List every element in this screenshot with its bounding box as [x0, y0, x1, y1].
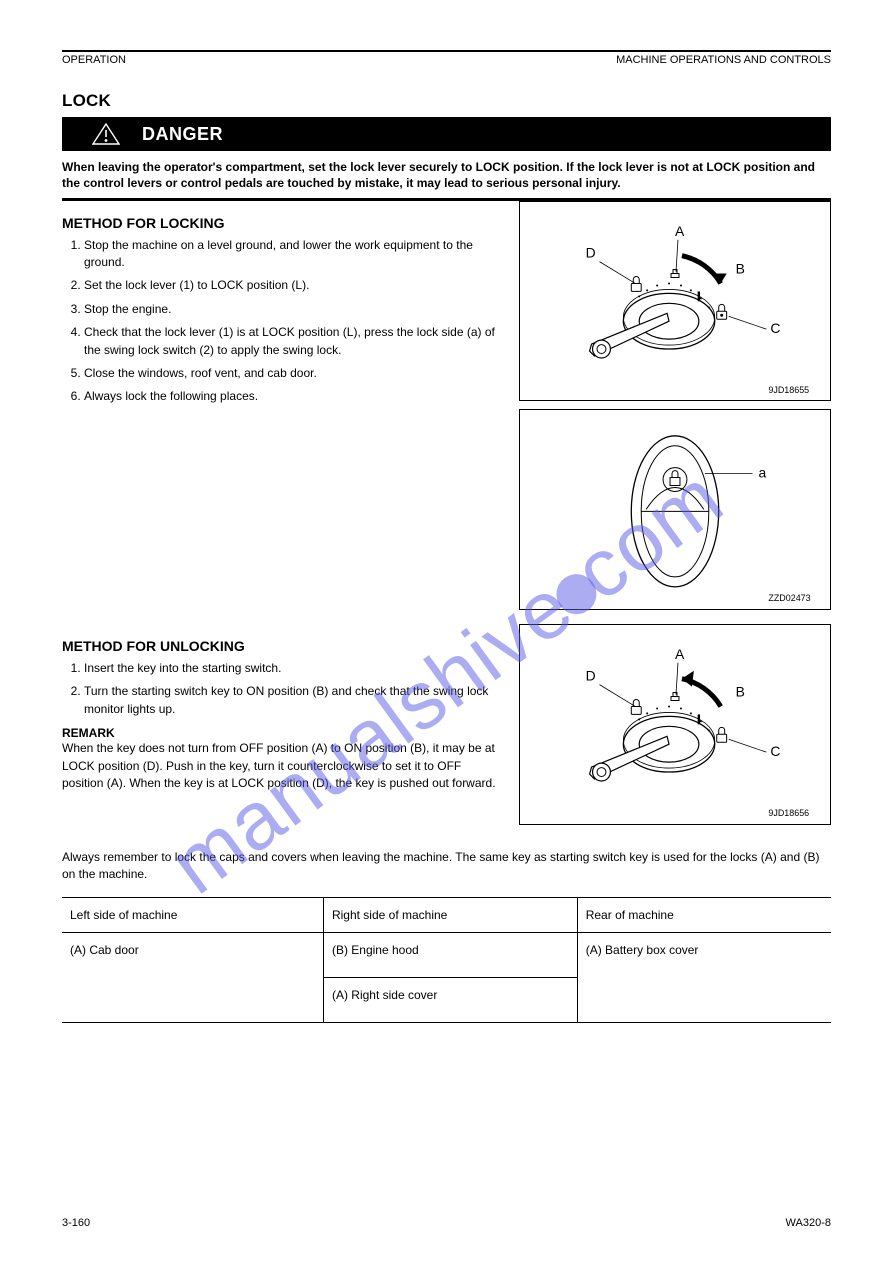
fig3-label-B: B [736, 684, 745, 700]
header-right: MACHINE OPERATIONS AND CONTROLS [616, 54, 831, 67]
lock-step: Set the lock lever (1) to LOCK position … [84, 277, 505, 294]
unlock-block: METHOD FOR UNLOCKING Insert the key into… [62, 624, 831, 833]
table-cell: (A) Right side cover [323, 978, 577, 1023]
lock-heading: METHOD FOR LOCKING [62, 215, 505, 231]
table-header: Right side of machine [323, 898, 577, 933]
lock-step: Stop the machine on a level ground, and … [84, 237, 505, 272]
remark-label: REMARK [62, 726, 505, 740]
page-footer: 3-160 WA320-8 [62, 1217, 831, 1229]
footer-left: 3-160 [62, 1217, 90, 1229]
unlock-steps: Insert the key into the starting switch.… [62, 660, 505, 718]
figure-3: A B C D 9JD18656 [519, 624, 831, 825]
danger-bar: DANGER [62, 117, 831, 151]
fig1-code: 9JD18655 [768, 384, 809, 394]
danger-label: DANGER [142, 124, 223, 145]
fig1-label-B: B [736, 260, 745, 276]
lock-right: A B C D 9JD18655 [519, 201, 831, 618]
section-title: LOCK [62, 91, 831, 111]
lock-step: Check that the lock lever (1) is at LOCK… [84, 324, 505, 359]
fig3-label-C: C [770, 743, 780, 759]
fig3-label-D: D [586, 668, 596, 684]
lock-block: METHOD FOR LOCKING Stop the machine on a… [62, 201, 831, 618]
fig3-label-A: A [675, 646, 685, 662]
figure-2: a ZZD02473 [519, 409, 831, 610]
remark-text: When the key does not turn from OFF posi… [62, 740, 505, 792]
fig2-label-a: a [758, 465, 766, 481]
table-header: Left side of machine [62, 898, 323, 933]
table-row: (A) Cab door (B) Engine hood (A) Battery… [62, 933, 831, 978]
fig1-label-C: C [770, 320, 780, 336]
running-header: OPERATION MACHINE OPERATIONS AND CONTROL… [62, 52, 831, 71]
danger-text: When leaving the operator's compartment,… [62, 157, 831, 197]
caps-note: Always remember to lock the caps and cov… [62, 849, 831, 884]
lock-table: Left side of machine Right side of machi… [62, 897, 831, 1023]
fig1-label-A: A [675, 222, 685, 238]
figure-1: A B C D 9JD18655 [519, 201, 831, 402]
table-header: Rear of machine [577, 898, 831, 933]
lock-step: Stop the engine. [84, 301, 505, 318]
table-cell: (B) Engine hood [323, 933, 577, 978]
footer-right: WA320-8 [786, 1217, 831, 1229]
fig2-code: ZZD02473 [768, 593, 810, 603]
lock-left: METHOD FOR LOCKING Stop the machine on a… [62, 201, 505, 618]
fig1-label-D: D [586, 244, 596, 260]
table-cell: (A) Cab door [62, 933, 323, 1023]
lock-step: Close the windows, roof vent, and cab do… [84, 365, 505, 382]
unlock-step: Turn the starting switch key to ON posit… [84, 683, 505, 718]
table-header-row: Left side of machine Right side of machi… [62, 898, 831, 933]
lock-steps: Stop the machine on a level ground, and … [62, 237, 505, 406]
unlock-step: Insert the key into the starting switch. [84, 660, 505, 677]
page: OPERATION MACHINE OPERATIONS AND CONTROL… [0, 0, 893, 1263]
fig3-code: 9JD18656 [768, 808, 809, 818]
lock-step: Always lock the following places. [84, 388, 505, 405]
header-left: OPERATION [62, 54, 126, 67]
table-cell: (A) Battery box cover [577, 933, 831, 1023]
warning-triangle-icon [92, 123, 120, 145]
unlock-heading: METHOD FOR UNLOCKING [62, 638, 505, 654]
unlock-right: A B C D 9JD18656 [519, 624, 831, 833]
unlock-left: METHOD FOR UNLOCKING Insert the key into… [62, 624, 505, 833]
